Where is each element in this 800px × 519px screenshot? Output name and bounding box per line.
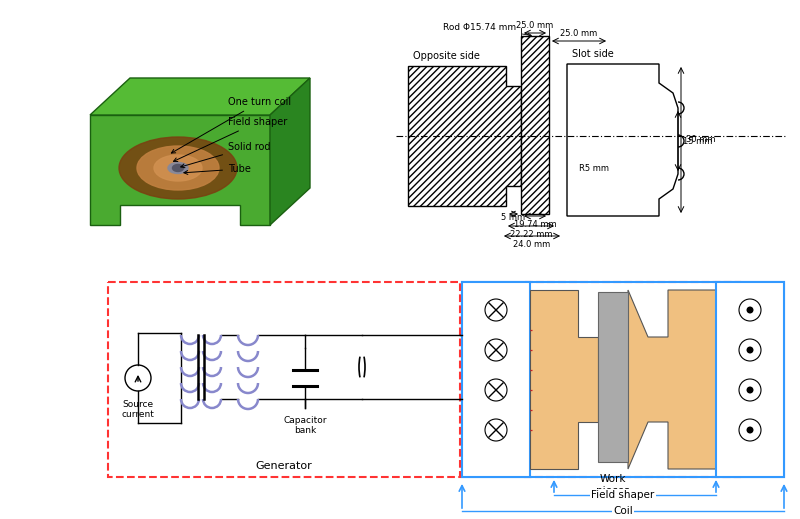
Polygon shape (628, 290, 716, 469)
Bar (716, 282, 784, 477)
Circle shape (746, 307, 754, 313)
Ellipse shape (173, 165, 183, 171)
Polygon shape (530, 290, 598, 469)
Text: Slot side: Slot side (572, 49, 614, 59)
Text: 5 mm: 5 mm (501, 213, 525, 222)
Text: 15 mm: 15 mm (683, 136, 712, 145)
Text: Field shaper: Field shaper (174, 117, 287, 161)
Bar (521, 36, 549, 214)
Text: 25.0 mm: 25.0 mm (516, 21, 554, 30)
Circle shape (485, 419, 507, 441)
Bar (525, 282, 740, 477)
Circle shape (739, 339, 761, 361)
Circle shape (746, 347, 754, 353)
Text: Field shaper: Field shaper (591, 490, 654, 500)
Circle shape (739, 299, 761, 321)
Text: Capacitor
bank: Capacitor bank (283, 416, 326, 435)
Polygon shape (567, 64, 678, 216)
Text: Generator: Generator (256, 461, 312, 471)
Text: Tube: Tube (184, 164, 251, 174)
Ellipse shape (137, 146, 219, 190)
Text: Coil: Coil (613, 506, 633, 516)
Polygon shape (408, 66, 521, 206)
Text: Opposite side: Opposite side (413, 51, 480, 61)
Ellipse shape (168, 162, 188, 173)
Text: 19.74 mm: 19.74 mm (514, 220, 556, 229)
Circle shape (485, 379, 507, 401)
Text: 25.0 mm: 25.0 mm (560, 29, 598, 38)
Bar (598, 292, 628, 462)
Ellipse shape (119, 137, 237, 199)
Circle shape (485, 299, 507, 321)
Text: Source
current: Source current (122, 400, 154, 419)
Circle shape (739, 419, 761, 441)
Text: One turn coil: One turn coil (171, 97, 291, 153)
Bar (108, 282, 460, 477)
Text: Rod Φ15.74 mm: Rod Φ15.74 mm (443, 23, 531, 37)
Circle shape (125, 365, 151, 391)
Polygon shape (90, 115, 270, 225)
Bar (462, 282, 784, 477)
Circle shape (485, 339, 507, 361)
Circle shape (746, 387, 754, 393)
Text: 30 mm: 30 mm (686, 135, 715, 144)
Polygon shape (90, 78, 310, 115)
Polygon shape (270, 78, 310, 225)
Ellipse shape (154, 155, 202, 181)
Bar (462, 282, 530, 477)
Text: 24.0 mm: 24.0 mm (514, 240, 550, 249)
Text: R5 mm: R5 mm (579, 164, 609, 173)
Text: Solid rod: Solid rod (181, 142, 270, 168)
Circle shape (739, 379, 761, 401)
Text: 22.22 mm: 22.22 mm (510, 230, 552, 239)
Text: Work
pieces: Work pieces (596, 474, 630, 496)
Circle shape (746, 427, 754, 433)
